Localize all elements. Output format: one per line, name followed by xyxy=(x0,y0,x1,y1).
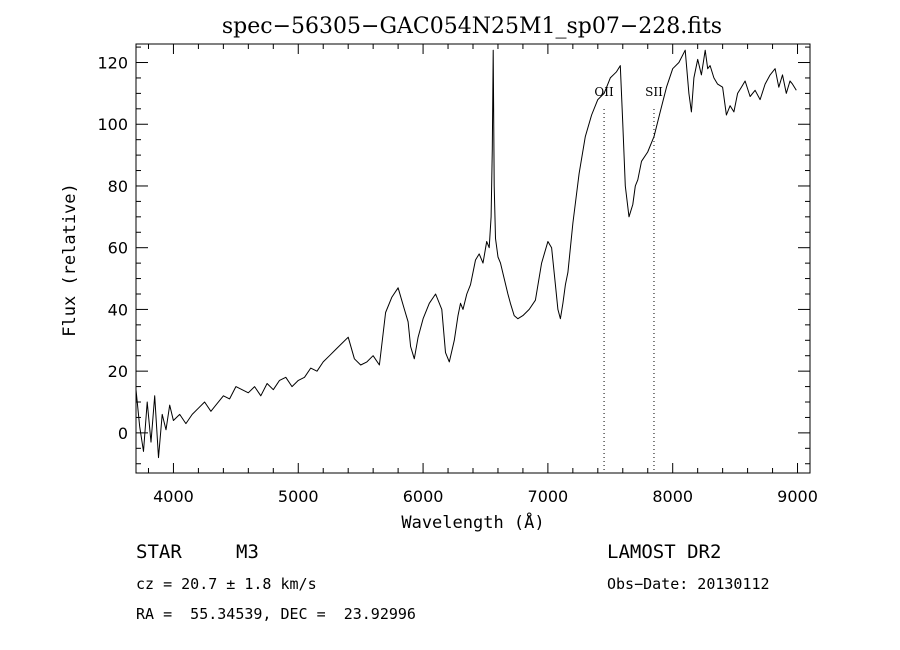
info-cz: cz = 20.7 ± 1.8 km/s xyxy=(136,575,317,593)
x-tick-label: 8000 xyxy=(652,487,693,506)
x-tick-label: 5000 xyxy=(278,487,319,506)
plot-frame xyxy=(135,43,811,474)
y-tick-label: 100 xyxy=(97,115,128,134)
annotation-label: SII xyxy=(645,85,663,99)
line-annotations: OII SII xyxy=(594,85,663,473)
info-subclass: M3 xyxy=(236,541,259,563)
x-axis-label: Wavelength (Å) xyxy=(401,511,544,533)
info-survey: LAMOST DR2 xyxy=(607,541,722,563)
y-tick-label: 0 xyxy=(118,424,128,443)
y-tick-label: 40 xyxy=(108,300,128,319)
info-obs-date: Obs−Date: 20130112 xyxy=(607,575,770,593)
x-tick-label: 9000 xyxy=(777,487,818,506)
y-tick-label: 120 xyxy=(97,54,128,73)
y-tick-label: 20 xyxy=(108,362,128,381)
info-radec: RA = 55.34539, DEC = 23.92996 xyxy=(136,605,416,623)
chart-title: spec−56305−GAC054N25M1_sp07−228.fits xyxy=(222,14,722,39)
x-tick-label: 7000 xyxy=(528,487,569,506)
y-tick-label: 80 xyxy=(108,177,128,196)
x-tick-label: 6000 xyxy=(403,487,444,506)
axis-ticks xyxy=(136,44,810,473)
y-tick-label: 60 xyxy=(108,239,128,258)
y-axis-label: Flux (relative) xyxy=(60,183,80,337)
x-tick-label: 4000 xyxy=(153,487,194,506)
spectrum-line xyxy=(135,49,797,459)
axis-tick-labels: 4000 5000 6000 7000 8000 9000 0 20 40 60 80 100 120 xyxy=(97,54,817,506)
info-class: STAR xyxy=(136,541,182,563)
